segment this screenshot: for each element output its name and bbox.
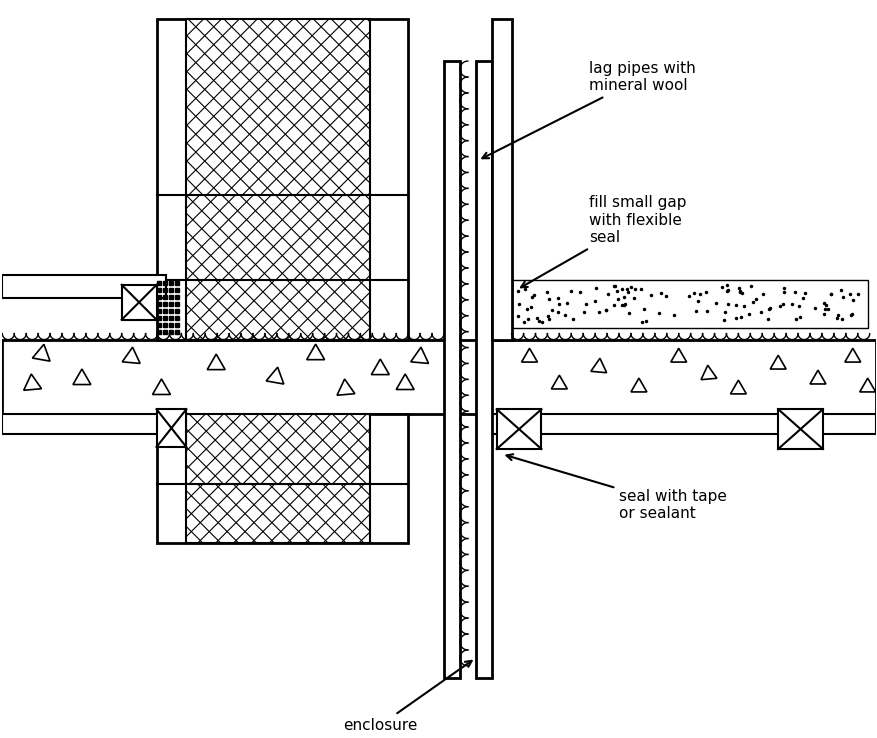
Bar: [122, 285, 156, 320]
Text: enclosure: enclosure: [343, 661, 471, 733]
Bar: [475, 61, 491, 677]
Bar: [511, 280, 866, 328]
Bar: [496, 409, 541, 449]
Text: lag pipes with
mineral wool: lag pipes with mineral wool: [481, 61, 695, 158]
Bar: [186, 19, 370, 339]
Bar: [3, 339, 874, 414]
Bar: [777, 409, 822, 449]
Bar: [491, 19, 511, 339]
Bar: [156, 19, 408, 339]
Bar: [491, 414, 874, 434]
Bar: [156, 409, 186, 447]
Bar: [444, 61, 460, 677]
Text: fill small gap
with flexible
seal: fill small gap with flexible seal: [520, 196, 686, 287]
Bar: [186, 414, 370, 543]
Bar: [3, 275, 167, 298]
Bar: [3, 414, 167, 434]
Bar: [156, 414, 408, 543]
Text: seal with tape
or sealant: seal with tape or sealant: [506, 455, 726, 521]
